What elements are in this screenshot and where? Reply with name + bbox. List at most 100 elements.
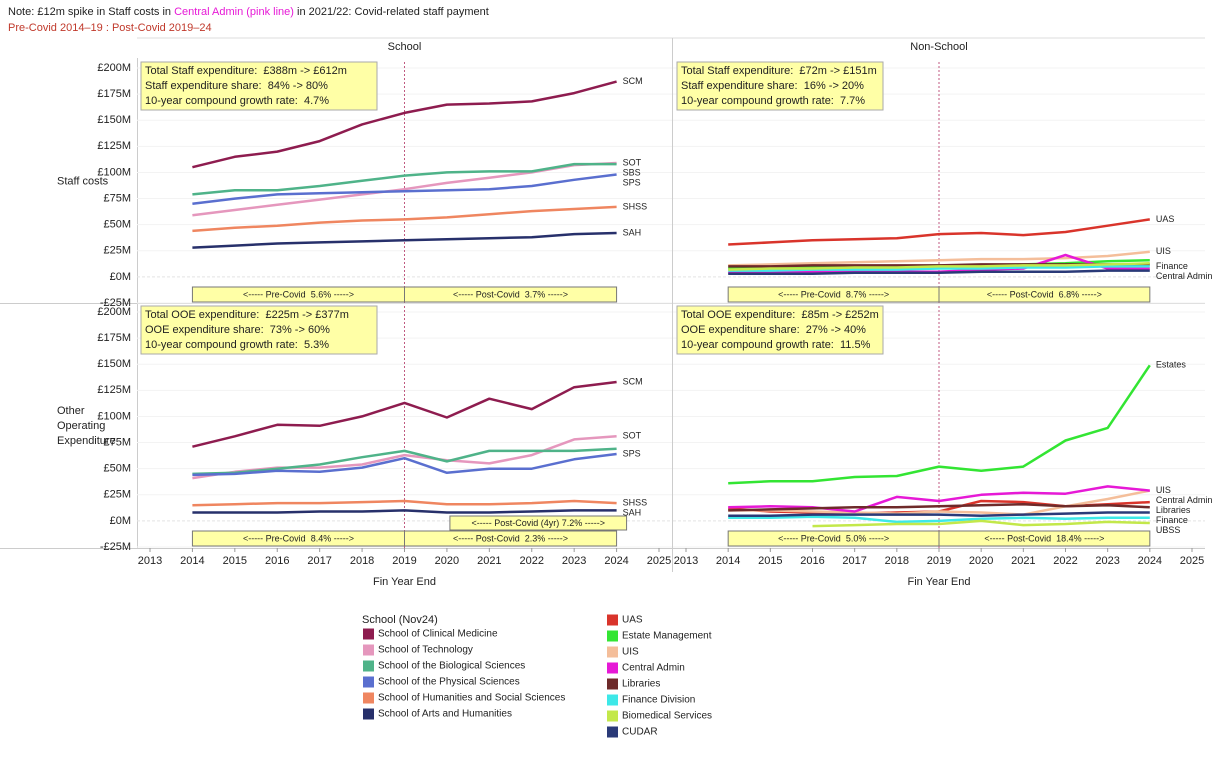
line-end-label: Central Admin (1156, 495, 1213, 505)
legend-label: School of Humanities and Social Sciences (378, 693, 565, 704)
line-end-label: Libraries (1156, 505, 1191, 515)
x-tick-label: 2018 (885, 555, 909, 567)
legend-label: School of Arts and Humanities (378, 709, 512, 720)
info-text: 10-year compound growth rate: 7.7% (681, 95, 865, 107)
info-text: Total OOE expenditure: £85m -> £252m (681, 309, 879, 321)
x-tick-label: 2021 (1011, 555, 1035, 567)
line-end-label: UBSS (1156, 525, 1181, 535)
legend-label: School of the Biological Sciences (378, 661, 525, 672)
series-line (728, 364, 1151, 485)
x-tick-label: 2017 (842, 555, 866, 567)
legend-label: Libraries (622, 679, 660, 690)
x-tick-label: 2019 (392, 555, 416, 567)
y-tick-label: £175M (97, 332, 131, 344)
x-tick-label: 2015 (758, 555, 782, 567)
x-tick-label: 2025 (647, 555, 671, 567)
series-line (192, 447, 617, 476)
info-box (676, 305, 884, 355)
note: Note: £12m spike in Staff costs in Centr… (8, 6, 489, 18)
series-line (192, 205, 617, 233)
legend-label: Biomedical Services (622, 711, 712, 722)
y-tick-label: -£25M (100, 541, 131, 553)
y-tick-label: £100M (97, 166, 131, 178)
line-end-label: SOT (623, 431, 642, 441)
covid-band (938, 286, 1151, 303)
x-tick-label: 2022 (520, 555, 544, 567)
x-tick-label: 2013 (674, 555, 698, 567)
legend-swatch (363, 628, 374, 640)
line-end-label: Estates (1156, 360, 1187, 370)
legend-label: CUDAR (622, 727, 658, 738)
info-box (676, 61, 884, 111)
x-tick-label: 2023 (562, 555, 586, 567)
legend-swatch (607, 726, 618, 738)
info-text: Staff expenditure share: 84% -> 80% (145, 80, 328, 92)
info-text: 10-year compound growth rate: 5.3% (145, 339, 329, 351)
series-line (192, 509, 617, 514)
info-text: Total OOE expenditure: £225m -> £377m (145, 309, 349, 321)
x-tick-label: 2021 (477, 555, 501, 567)
y-tick-label: £25M (103, 489, 131, 501)
covid-band-label: <----- Pre-Covid 5.0% -----> (778, 533, 889, 543)
y-tick-label: £50M (103, 219, 131, 231)
series-line (192, 452, 617, 477)
legend-swatch (607, 614, 618, 626)
row-label: Staff costs (57, 175, 109, 187)
x-tick-label: 2015 (223, 555, 247, 567)
series-line (728, 511, 1150, 517)
covid-band-label: <----- Post-Covid 18.4% -----> (984, 533, 1104, 543)
column-header: Non-School (910, 41, 967, 53)
legend-label: School of Clinical Medicine (378, 629, 498, 640)
series-line (728, 262, 1150, 271)
covid-band-label: <----- Pre-Covid 5.6% -----> (243, 289, 354, 299)
row-label: Expenditure (57, 435, 116, 447)
line-end-label: SBS (623, 167, 641, 177)
line-end-label: SHSS (623, 201, 648, 211)
x-tick-label: 2022 (1053, 555, 1077, 567)
x-tick-label: 2016 (800, 555, 824, 567)
covid-band (938, 530, 1151, 547)
y-tick-label: £0M (110, 271, 131, 283)
line-end-label: Central Admin (1156, 271, 1213, 281)
legend-swatch (607, 662, 618, 674)
x-tick-label: 2014 (180, 555, 204, 567)
series-line (728, 269, 1150, 276)
series-line (192, 231, 617, 249)
line-end-label: UIS (1156, 246, 1171, 256)
covid-band (404, 286, 618, 303)
column-header: School (388, 41, 422, 53)
covid-band-label: <----- Pre-Covid 8.7% -----> (778, 289, 889, 299)
line-end-label: Finance (1156, 515, 1188, 525)
series-line (192, 162, 617, 196)
line-end-label: SHSS (623, 498, 648, 508)
series-line (728, 489, 1151, 516)
legend-swatch (607, 630, 618, 642)
subtitle: Pre-Covid 2014–19 : Post-Covid 2019–24 (8, 22, 212, 34)
info-text: 10-year compound growth rate: 4.7% (145, 95, 329, 107)
y-tick-label: £200M (97, 306, 131, 318)
y-tick-label: £175M (97, 88, 131, 100)
line-end-label: SCM (623, 376, 643, 386)
note-part: in 2021/22: Covid-related staff payment (294, 6, 489, 18)
x-axis-title: Fin Year End (373, 576, 436, 588)
legend-label: UAS (622, 615, 643, 626)
series-line (728, 218, 1150, 246)
legend-swatch (363, 644, 374, 656)
legend-swatch (607, 694, 618, 706)
covid-band-label: <----- Pre-Covid 8.4% -----> (243, 533, 354, 543)
series-line (812, 519, 1150, 528)
row-label: Operating (57, 420, 105, 432)
covid-band-label: <----- Post-Covid (4yr) 7.2% -----> (471, 518, 605, 528)
y-tick-label: -£25M (100, 297, 131, 309)
legend-label: Central Admin (622, 663, 685, 674)
legend-label: School of Technology (378, 645, 473, 656)
legend-swatch (607, 646, 618, 658)
legend-swatch (607, 710, 618, 722)
legend-swatch (363, 708, 374, 720)
y-tick-label: £125M (97, 384, 131, 396)
y-tick-label: £75M (103, 436, 131, 448)
info-box (140, 305, 378, 355)
x-tick-label: 2025 (1180, 555, 1204, 567)
y-tick-label: £125M (97, 140, 131, 152)
